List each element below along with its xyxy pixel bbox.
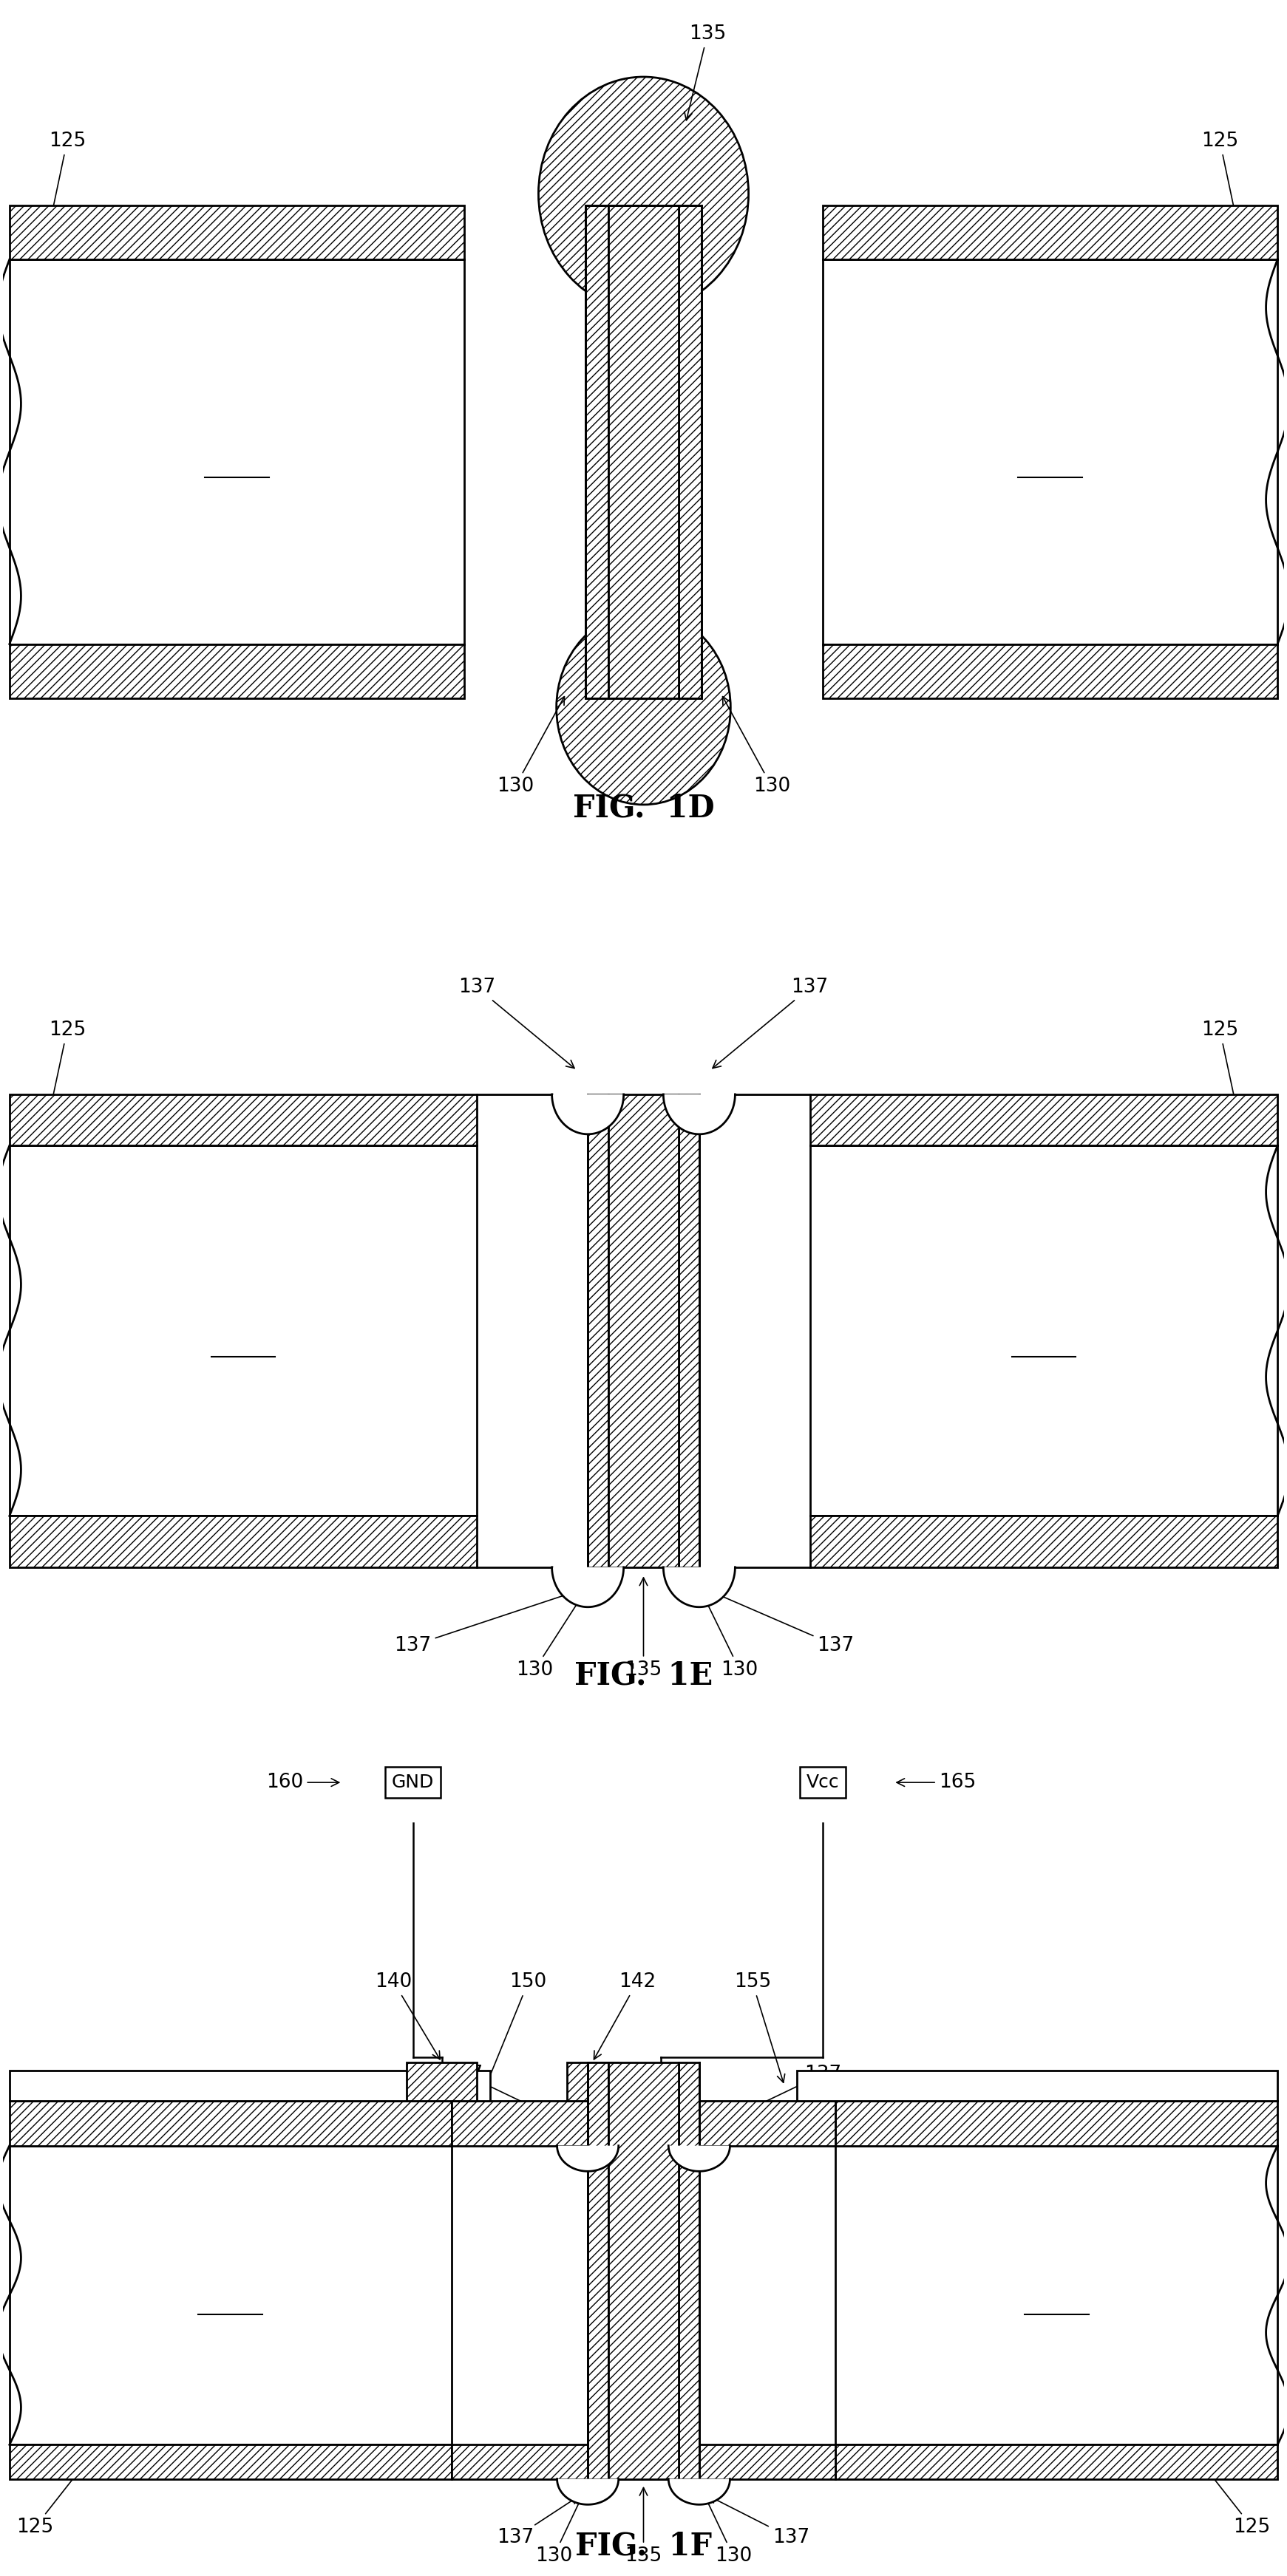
Polygon shape — [668, 2478, 730, 2504]
Text: 142: 142 — [593, 1973, 655, 2058]
Text: FIG.  1E: FIG. 1E — [574, 1659, 713, 1690]
Text: 125: 125 — [1201, 131, 1241, 229]
Polygon shape — [663, 1566, 735, 1607]
Text: 150: 150 — [1225, 2115, 1259, 2133]
Bar — [9, 206, 465, 260]
Text: 100: 100 — [215, 440, 259, 464]
Bar — [797, 2071, 1278, 2102]
Text: 137: 137 — [394, 1592, 574, 1656]
Bar — [9, 1515, 477, 1566]
Polygon shape — [552, 1095, 624, 1133]
Bar — [835, 2146, 1278, 2445]
Bar — [588, 1095, 609, 1566]
Text: 125: 125 — [17, 2465, 84, 2537]
Polygon shape — [668, 2146, 730, 2172]
Bar — [452, 2445, 835, 2478]
Bar — [588, 2063, 609, 2478]
Text: 137: 137 — [708, 2496, 810, 2548]
Text: 140: 140 — [376, 1973, 440, 2058]
Text: 130: 130 — [535, 2488, 587, 2566]
Bar — [810, 1515, 1278, 1566]
Bar — [822, 206, 1278, 260]
Text: 125: 125 — [1203, 2465, 1270, 2537]
Text: 137: 137 — [458, 979, 574, 1069]
Text: 100: 100 — [208, 2285, 252, 2306]
Bar — [678, 206, 701, 698]
Text: 125: 125 — [46, 131, 86, 229]
Bar — [835, 2445, 1278, 2478]
Bar — [566, 2063, 618, 2102]
Bar — [407, 2063, 477, 2102]
Text: FIG.  1F: FIG. 1F — [575, 2530, 712, 2561]
Bar — [452, 2102, 835, 2146]
Bar — [822, 260, 1278, 644]
Text: 125: 125 — [46, 1020, 86, 1115]
Text: 165: 165 — [897, 1772, 976, 1793]
Text: 135: 135 — [625, 1577, 662, 1680]
Text: 150: 150 — [471, 1973, 547, 2120]
Bar — [9, 2146, 452, 2445]
Text: 135: 135 — [625, 2488, 662, 2566]
Bar — [678, 1095, 699, 1566]
Bar — [822, 644, 1278, 698]
Bar — [609, 206, 678, 698]
Bar — [609, 2063, 678, 2478]
Text: FIG.  1D: FIG. 1D — [573, 793, 714, 824]
Text: 137: 137 — [713, 979, 829, 1069]
Circle shape — [538, 77, 749, 312]
Text: GND: GND — [391, 1775, 434, 1790]
Bar — [9, 1146, 477, 1515]
Text: 137: 137 — [445, 2063, 579, 2128]
Polygon shape — [557, 2146, 619, 2172]
Bar — [9, 2102, 452, 2146]
Text: 130: 130 — [516, 1589, 586, 1680]
Text: 130: 130 — [700, 1589, 758, 1680]
Bar — [609, 1095, 678, 1566]
Bar — [835, 2102, 1278, 2146]
Bar — [9, 2071, 490, 2102]
Bar — [9, 2445, 452, 2478]
Text: 100: 100 — [1028, 440, 1072, 464]
Text: 155: 155 — [28, 2076, 62, 2094]
Polygon shape — [663, 1095, 735, 1133]
Text: Vcc: Vcc — [807, 1775, 839, 1790]
Polygon shape — [557, 2478, 619, 2504]
Text: 155: 155 — [734, 1973, 785, 2081]
Bar — [9, 1095, 477, 1146]
Bar — [810, 1095, 1278, 1146]
Text: 155: 155 — [1225, 2076, 1259, 2094]
Circle shape — [556, 611, 731, 804]
Bar — [678, 2063, 699, 2478]
Text: 160: 160 — [266, 1772, 338, 1793]
Text: 150: 150 — [28, 2115, 62, 2133]
Text: 130: 130 — [497, 696, 565, 796]
Text: 135: 135 — [685, 26, 726, 121]
Polygon shape — [552, 1566, 624, 1607]
Text: 137: 137 — [497, 2496, 579, 2548]
Text: 100: 100 — [221, 1319, 265, 1342]
Text: 125: 125 — [1201, 1020, 1241, 1115]
Text: 130: 130 — [722, 696, 790, 796]
Bar — [9, 644, 465, 698]
Bar — [586, 206, 609, 698]
Text: 130: 130 — [700, 2488, 752, 2566]
Text: 100: 100 — [1022, 1319, 1066, 1342]
Bar — [810, 1146, 1278, 1515]
Bar — [9, 260, 465, 644]
Text: 100: 100 — [1035, 2285, 1079, 2306]
Text: 137: 137 — [708, 2063, 842, 2128]
Text: 137: 137 — [713, 1592, 855, 1656]
Bar — [586, 206, 701, 698]
